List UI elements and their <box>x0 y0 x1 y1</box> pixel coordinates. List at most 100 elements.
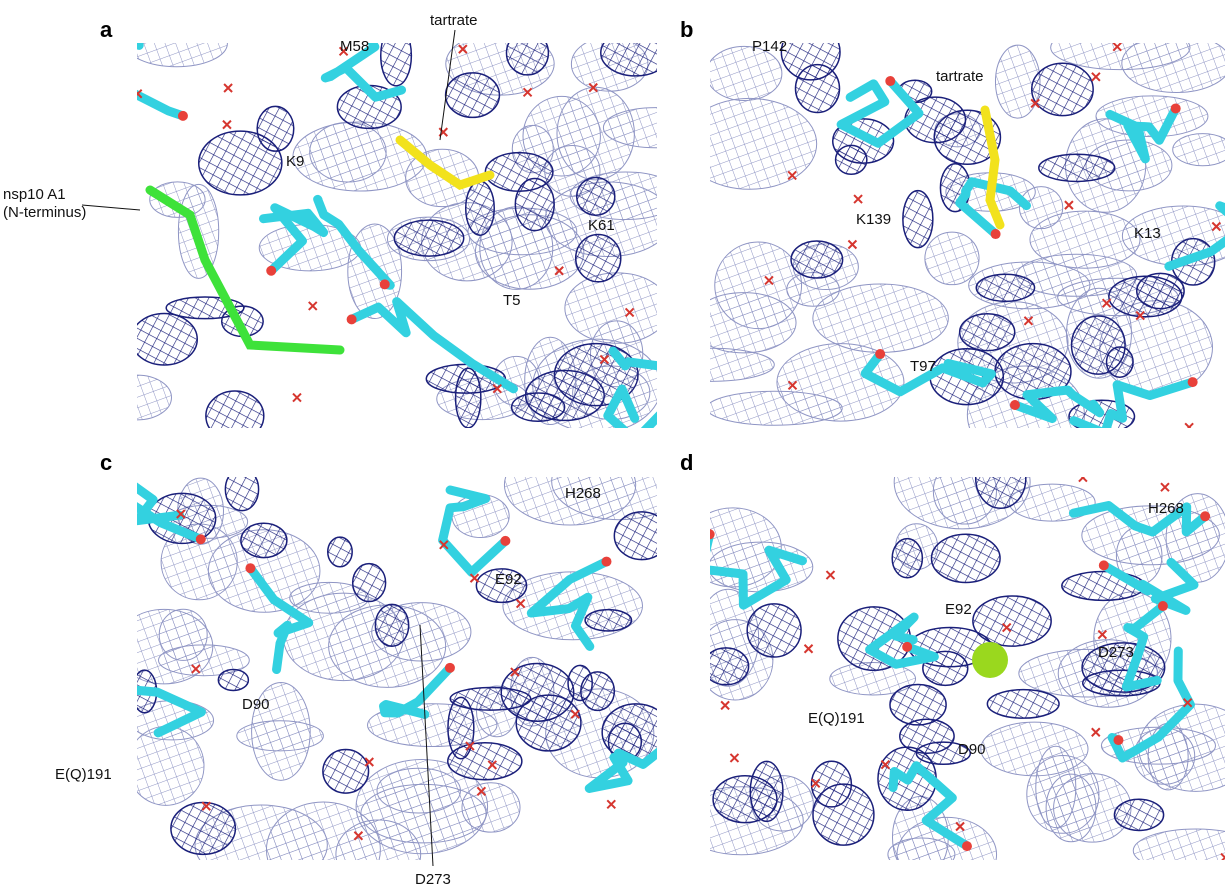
light-mesh <box>691 293 796 353</box>
oxygen-atom <box>196 534 206 544</box>
dense-mesh <box>501 663 573 721</box>
oxygen-atom <box>705 529 715 539</box>
dense-mesh <box>892 539 922 578</box>
residue-label: H268 <box>1148 500 1184 517</box>
dense-mesh <box>836 145 867 174</box>
dense-mesh <box>446 73 500 118</box>
light-mesh <box>310 122 386 182</box>
dense-mesh <box>485 153 553 192</box>
dense-mesh <box>394 220 463 256</box>
dense-mesh <box>131 314 197 365</box>
light-mesh <box>647 348 774 381</box>
residue-label: D90 <box>958 741 986 758</box>
dense-mesh <box>976 274 1034 301</box>
light-mesh <box>1051 25 1190 69</box>
residue-label: K139 <box>856 211 891 228</box>
density-panel <box>647 24 1225 463</box>
residue-label: P142 <box>752 38 787 55</box>
density-panel <box>77 443 689 890</box>
residue-label: D273 <box>415 871 451 888</box>
dense-mesh <box>713 776 777 823</box>
dense-mesh <box>466 181 495 235</box>
light-mesh <box>565 273 669 343</box>
residue-label: E92 <box>945 601 972 618</box>
residue-label: T97 <box>910 358 936 375</box>
dense-mesh <box>323 749 369 793</box>
dense-mesh <box>448 743 522 780</box>
residue-label: tartrate <box>430 12 478 29</box>
dense-mesh <box>225 468 258 510</box>
oxygen-atom <box>347 314 357 324</box>
residue-label: E(Q)191 <box>808 710 865 727</box>
dense-mesh <box>903 191 933 248</box>
residue-label: D90 <box>242 696 270 713</box>
oxygen-atom <box>178 111 188 121</box>
dense-mesh <box>585 610 631 631</box>
dense-mesh <box>976 448 1026 508</box>
light-mesh <box>683 98 817 189</box>
oxygen-atom <box>698 319 708 329</box>
dense-mesh <box>199 131 282 195</box>
dense-mesh <box>1072 316 1126 374</box>
dense-mesh <box>526 370 605 420</box>
residue-label: K9 <box>286 153 304 170</box>
oxygen-atom <box>663 401 673 411</box>
dense-mesh <box>375 604 408 646</box>
dense-mesh <box>1137 273 1184 308</box>
oxygen-atom <box>885 76 895 86</box>
dense-mesh <box>703 648 748 685</box>
dense-mesh <box>577 177 615 215</box>
metal-ion <box>972 642 1008 678</box>
oxygen-atom <box>601 557 611 567</box>
panel-letter: b <box>680 17 693 42</box>
oxygen-atom <box>500 536 510 546</box>
oxygen-atom <box>1188 377 1198 387</box>
dense-mesh <box>747 604 801 657</box>
light-mesh <box>557 87 634 180</box>
dense-mesh <box>1039 154 1115 181</box>
residue-label: H268 <box>565 485 601 502</box>
residue-label: (N-terminus) <box>3 204 86 221</box>
oxygen-atom <box>875 349 885 359</box>
oxygen-atom <box>445 663 455 673</box>
dense-mesh <box>1114 799 1163 830</box>
dense-mesh <box>960 314 1015 351</box>
oxygen-atom <box>991 229 1001 239</box>
oxygen-atom <box>902 642 912 652</box>
oxygen-atom <box>266 266 276 276</box>
light-mesh <box>1173 134 1225 166</box>
oxygen-atom <box>1113 735 1123 745</box>
leader-line <box>82 205 140 210</box>
dense-mesh <box>1032 63 1093 115</box>
light-mesh <box>925 232 979 285</box>
dense-mesh <box>506 31 548 75</box>
density-panel <box>679 436 1225 890</box>
oxygen-atom <box>962 841 972 851</box>
residue-label: T5 <box>503 292 521 309</box>
dense-mesh <box>381 25 412 85</box>
panel-letter: a <box>100 17 113 42</box>
oxygen-atom <box>380 279 390 289</box>
residue-label: D273 <box>1098 644 1134 661</box>
residue-label: tartrate <box>936 68 984 85</box>
oxygen-atom <box>1010 400 1020 410</box>
dense-mesh <box>931 534 1000 582</box>
dense-mesh <box>614 512 669 560</box>
dense-mesh <box>206 391 264 441</box>
oxygen-atom <box>1099 560 1109 570</box>
oxygen-atom <box>1158 601 1168 611</box>
light-mesh <box>552 443 687 520</box>
dense-mesh <box>791 241 843 278</box>
dense-mesh <box>328 537 352 567</box>
residue-label: E(Q)191 <box>55 766 112 783</box>
residue-label: nsp10 A1 <box>3 186 66 203</box>
dense-mesh <box>602 704 670 761</box>
dense-mesh <box>890 684 946 724</box>
oxygen-atom <box>679 727 689 737</box>
residue-label: K13 <box>1134 225 1161 242</box>
light-mesh <box>128 726 204 805</box>
panel-letter: c <box>100 450 112 475</box>
dense-mesh <box>601 29 671 75</box>
oxygen-atom <box>245 563 255 573</box>
figure: a b c d tartrate M58 K9 nsp10 A1 (N-term… <box>0 0 1225 890</box>
